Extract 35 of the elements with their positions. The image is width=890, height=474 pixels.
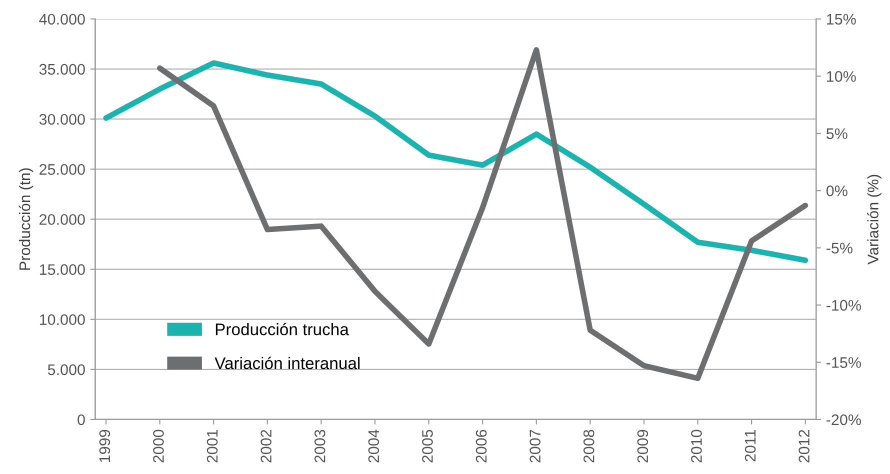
x-tick-label: 1999 xyxy=(99,430,110,462)
y-tick-label: 20.000 xyxy=(40,214,85,225)
x-tick-label: 2007 xyxy=(530,430,540,462)
y-tick-label: 35.000 xyxy=(39,64,85,75)
x-tick-label: 2010 xyxy=(691,430,702,462)
y-axis-title: Producción (tn) xyxy=(18,168,34,270)
x-tick-label: 2003 xyxy=(314,430,326,462)
y2-tick-label: -20% xyxy=(826,414,861,426)
y2-tick-label: -5% xyxy=(826,242,852,254)
x-tick-label: 2004 xyxy=(368,430,380,462)
y2-tick-label: 10% xyxy=(827,71,856,82)
x-tick-label: 2005 xyxy=(422,430,433,462)
y2-tick-label: 15% xyxy=(827,14,856,25)
x-tick-label: 2009 xyxy=(637,430,648,462)
x-tick-label: 2008 xyxy=(583,430,594,462)
x-tick-label: 2001 xyxy=(206,430,218,462)
y2-tick-label: 5% xyxy=(826,128,848,140)
y-tick-label: 30.000 xyxy=(39,114,85,125)
y2-tick-label: -15% xyxy=(826,357,861,368)
x-tick-label: 2012 xyxy=(798,430,810,462)
y-tick-label: 0 xyxy=(78,414,85,426)
x-tick-label: 2002 xyxy=(260,430,272,462)
x-tick-label: 2000 xyxy=(153,430,164,462)
y-tick-label: 40.000 xyxy=(39,14,85,25)
x-tick-label: 2011 xyxy=(744,430,756,462)
y2-tick-label: -10% xyxy=(826,300,861,311)
legend-label: Variación interanual xyxy=(214,356,360,370)
legend-label: Producción trucha xyxy=(216,322,349,336)
y2-tick-label: 0% xyxy=(826,185,848,196)
y2-axis-title: Variación (%) xyxy=(867,174,882,264)
y-tick-label: 25.000 xyxy=(40,164,85,175)
y-tick-label: 10.000 xyxy=(40,314,85,326)
y-tick-label: 5.000 xyxy=(48,364,85,376)
y-tick-label: 15.000 xyxy=(40,264,85,275)
x-tick-label: 2006 xyxy=(476,430,487,462)
